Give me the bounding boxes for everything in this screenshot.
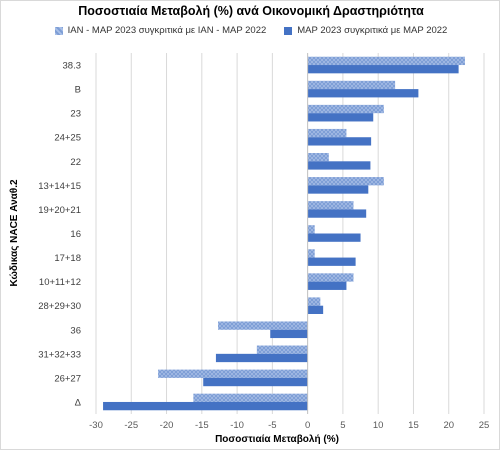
legend-label-series-1: ΙΑΝ - ΜΑΡ 2023 συγκριτικά με ΙΑΝ - ΜΑΡ 2… bbox=[67, 25, 267, 36]
bar-series-1 bbox=[307, 56, 465, 66]
y-tick-label: 19+20+21 bbox=[38, 205, 81, 216]
axes: -30 -25 -20 -15 -10 -5 0 5 10 15 20 25 38.3 B 23 24+25 2… bbox=[38, 53, 489, 431]
gridlines bbox=[95, 53, 485, 414]
y-tick-label: 23 bbox=[70, 109, 81, 120]
bar-series-2 bbox=[307, 89, 419, 98]
x-tick-label: 10 bbox=[373, 420, 384, 431]
bar-series-1 bbox=[307, 128, 347, 138]
bar-series-1 bbox=[158, 369, 308, 378]
chart-title: Ποσοστιαία Μεταβολή (%) ανά Οικονομική Δ… bbox=[78, 4, 424, 18]
bar-series-2 bbox=[307, 305, 324, 314]
y-tick-label: 26+27 bbox=[54, 373, 81, 384]
y-tick-label: 16 bbox=[70, 229, 81, 240]
bar-series-2 bbox=[270, 329, 308, 339]
y-tick-label: Δ bbox=[75, 397, 82, 408]
bar-series-1 bbox=[307, 297, 321, 306]
y-tick-label: 17+18 bbox=[54, 253, 81, 264]
y-axis-title: Κώδικας NACE Αναθ.2 bbox=[9, 179, 20, 287]
x-tick-label: 25 bbox=[479, 420, 490, 431]
bar-series-1 bbox=[307, 273, 354, 282]
x-tick-label: -25 bbox=[124, 420, 138, 431]
y-tick-label: 10+11+12 bbox=[39, 277, 81, 288]
legend-item-series-2: ΜΑΡ 2023 συγκριτικά με ΜΑΡ 2022 bbox=[284, 25, 447, 36]
bar-series-2 bbox=[307, 257, 356, 266]
bar-series-1 bbox=[307, 225, 315, 234]
x-tick-label: -30 bbox=[89, 420, 103, 431]
x-tick-label: 20 bbox=[443, 420, 454, 431]
y-tick-label: 13+14+15 bbox=[38, 181, 81, 192]
bar-series-1 bbox=[256, 345, 308, 354]
bar-series-2 bbox=[307, 161, 371, 170]
x-tick-label: -20 bbox=[160, 420, 174, 431]
bar-series-1 bbox=[307, 201, 354, 210]
bar-series-1 bbox=[307, 104, 384, 114]
bar-series-2 bbox=[307, 209, 367, 218]
bar-series-2 bbox=[307, 233, 361, 242]
y-tick-label: 31+32+33 bbox=[38, 349, 81, 360]
bar-series-1 bbox=[307, 80, 396, 90]
y-tick-label: B bbox=[75, 85, 81, 96]
x-tick-label: -15 bbox=[195, 420, 209, 431]
x-tick-label: 15 bbox=[408, 420, 419, 431]
x-tick-label: -5 bbox=[268, 420, 276, 431]
bar-series-1 bbox=[307, 249, 315, 258]
bar-series-2 bbox=[307, 113, 374, 122]
bar-series-2 bbox=[307, 65, 459, 74]
bar-series-2 bbox=[215, 353, 308, 363]
bar-series-1 bbox=[307, 177, 384, 186]
y-tick-label: 24+25 bbox=[54, 133, 81, 144]
y-tick-label: 28+29+30 bbox=[38, 301, 81, 312]
x-axis-title: Ποσοστιαία Μεταβολή (%) bbox=[215, 434, 339, 445]
x-tick-label: -10 bbox=[230, 420, 244, 431]
bar-series-2 bbox=[307, 137, 372, 146]
bar-series-1 bbox=[307, 153, 329, 162]
legend-swatch-series-1 bbox=[54, 26, 63, 35]
bar-series-1 bbox=[218, 321, 308, 330]
bar-series-2 bbox=[103, 401, 308, 411]
x-tick-label: 0 bbox=[305, 420, 310, 431]
bars bbox=[103, 56, 465, 411]
bar-series-2 bbox=[307, 185, 369, 194]
y-tick-label: 22 bbox=[70, 157, 81, 168]
bar-series-2 bbox=[307, 281, 347, 290]
y-tick-label: 36 bbox=[70, 325, 81, 336]
legend: ΙΑΝ - ΜΑΡ 2023 συγκριτικά με ΙΑΝ - ΜΑΡ 2… bbox=[1, 25, 500, 36]
legend-swatch-series-2 bbox=[284, 26, 293, 35]
bar-series-2 bbox=[203, 377, 308, 387]
x-tick-label: 5 bbox=[340, 420, 345, 431]
y-tick-label: 38.3 bbox=[63, 61, 82, 72]
legend-label-series-2: ΜΑΡ 2023 συγκριτικά με ΜΑΡ 2022 bbox=[297, 25, 448, 36]
bar-series-1 bbox=[193, 393, 308, 402]
legend-item-series-1: ΙΑΝ - ΜΑΡ 2023 συγκριτικά με ΙΑΝ - ΜΑΡ 2… bbox=[54, 25, 267, 36]
